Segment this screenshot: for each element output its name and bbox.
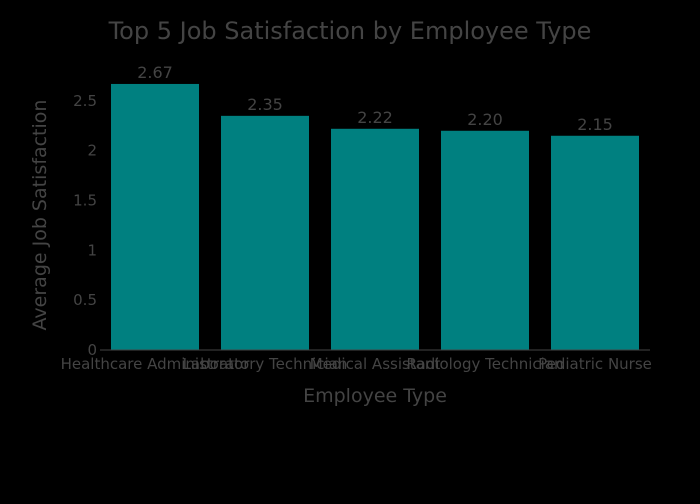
bar-5 (551, 135, 639, 350)
bar-1 (111, 83, 199, 350)
y-tick-labels: 0 0.5 1 1.5 2 2.5 (73, 92, 97, 359)
chart-title: Top 5 Job Satisfaction by Employee Type (108, 17, 592, 45)
data-labels-layer: 2.67 2.35 2.22 2.20 2.15 (137, 63, 613, 134)
y-tick-label-6: 2.5 (73, 92, 97, 110)
x-tick-label-2: Laboratory Technician (183, 355, 348, 373)
data-label-2: 2.35 (247, 95, 283, 114)
y-tick-label-3: 1 (87, 241, 97, 259)
data-label-4: 2.20 (467, 110, 503, 129)
bar-2 (221, 115, 309, 350)
bar-3 (331, 128, 419, 350)
x-axis-title: Employee Type (303, 385, 447, 407)
y-axis-title: Average Job Satisfaction (29, 100, 51, 331)
x-tick-label-5: Pediatric Nurse (538, 355, 652, 373)
x-tick-label-4: Radiology Technician (406, 355, 563, 373)
bar-4 (441, 130, 529, 350)
bars-layer (111, 83, 639, 350)
y-tick-label-4: 1.5 (73, 192, 97, 210)
y-tick-label-1: 0 (87, 341, 97, 359)
data-label-3: 2.22 (357, 108, 393, 127)
data-label-1: 2.67 (137, 63, 173, 82)
y-tick-label-2: 0.5 (73, 291, 97, 309)
y-tick-label-5: 2 (87, 142, 97, 160)
x-tick-label-3: Medical Assistant (310, 355, 441, 373)
x-tick-label-1: Healthcare Administrator (61, 355, 251, 373)
data-label-5: 2.15 (577, 115, 613, 134)
